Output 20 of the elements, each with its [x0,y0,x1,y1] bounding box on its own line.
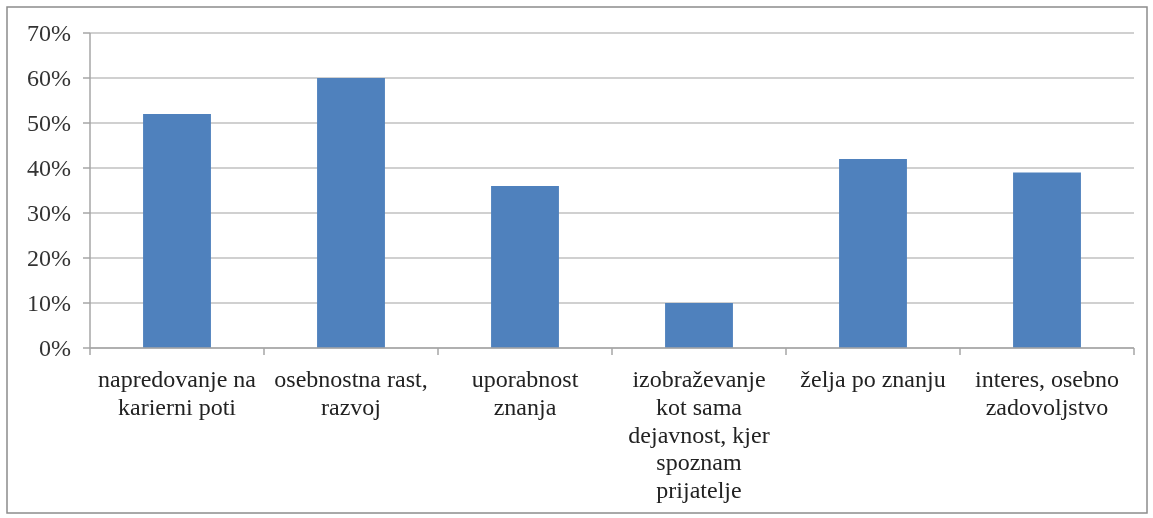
x-tick-label: napredovanje na karierni poti [98,366,257,420]
bar [665,303,733,348]
y-tick-label: 10% [27,290,71,317]
y-tick-label: 30% [27,200,71,227]
bar [491,186,559,348]
x-tick-label: želja po znanju [800,366,946,392]
x-tick-label: uporabnost znanja [471,366,579,420]
y-tick-label: 60% [27,65,71,92]
bar [143,114,211,348]
y-tick-label: 20% [27,245,71,272]
x-tick-label: osebnostna rast, razvoj [274,366,428,420]
bar [1013,172,1081,348]
y-tick-label: 0% [39,335,71,362]
bar [317,78,385,348]
bar [839,159,907,348]
x-tick-label: izobraževanje kot sama dejavnost, kjer spoznam prijatelje [628,366,770,504]
y-tick-label: 50% [27,110,71,137]
x-tick-label: interes, osebno zadovoljstvo [975,366,1119,420]
y-tick-label: 70% [27,20,71,47]
y-tick-label: 40% [27,155,71,182]
